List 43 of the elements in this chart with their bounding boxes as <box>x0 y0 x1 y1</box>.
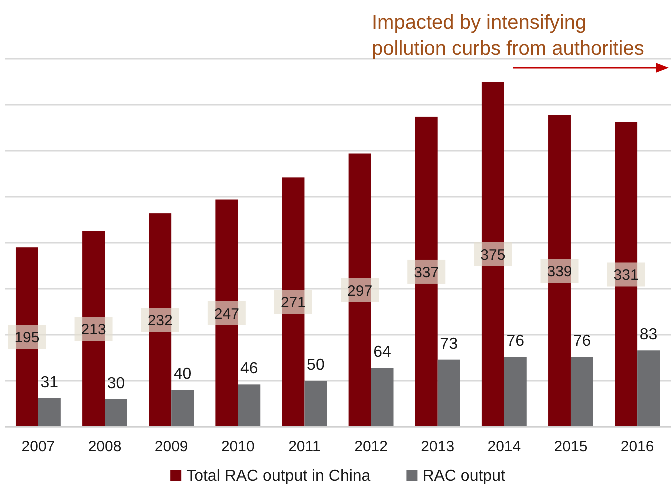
data-label: 247 <box>214 306 240 323</box>
data-label: 337 <box>414 264 440 282</box>
bar <box>105 399 128 427</box>
data-label: 64 <box>374 344 392 362</box>
bar <box>504 357 527 427</box>
bar <box>438 360 460 427</box>
data-label: 271 <box>280 294 306 312</box>
bar <box>172 390 194 427</box>
legend-label: Total RAC output in China <box>186 468 371 485</box>
x-tick-label: 2014 <box>488 438 522 456</box>
x-tick-label: 2012 <box>354 438 388 456</box>
x-tick-label: 2015 <box>554 438 588 456</box>
x-tick-label: 2013 <box>421 438 455 456</box>
data-label: 297 <box>348 282 373 300</box>
bar <box>238 384 261 427</box>
data-label: 232 <box>148 312 173 330</box>
data-label: 30 <box>107 375 126 392</box>
annotation: Impacted by intensifying pollution curbs from authorities <box>372 12 644 60</box>
data-label: 213 <box>81 321 106 338</box>
x-tick-label: 2016 <box>620 438 654 456</box>
data-label: 76 <box>573 333 592 350</box>
data-label: 375 <box>480 246 506 264</box>
data-label: 40 <box>174 366 192 384</box>
data-label: 195 <box>14 330 40 347</box>
x-tick-label: 2009 <box>154 438 188 456</box>
bar <box>570 357 594 427</box>
x-tick-label: 2011 <box>288 438 321 456</box>
x-tick-label: 2007 <box>22 438 56 456</box>
data-label: 31 <box>40 374 59 392</box>
bar <box>38 398 61 427</box>
bar <box>638 350 660 427</box>
data-label: 50 <box>307 357 325 374</box>
bar <box>304 381 328 427</box>
data-label: 46 <box>240 360 258 378</box>
data-label: 331 <box>614 267 639 284</box>
data-label: 83 <box>640 326 658 344</box>
legend-label: RAC output <box>422 468 506 485</box>
data-label: 339 <box>547 263 572 280</box>
data-label: 76 <box>506 333 525 350</box>
x-tick-label: 2008 <box>88 438 122 456</box>
bar <box>371 368 394 427</box>
data-label: 73 <box>440 336 458 353</box>
x-tick-label: 2010 <box>221 438 255 456</box>
